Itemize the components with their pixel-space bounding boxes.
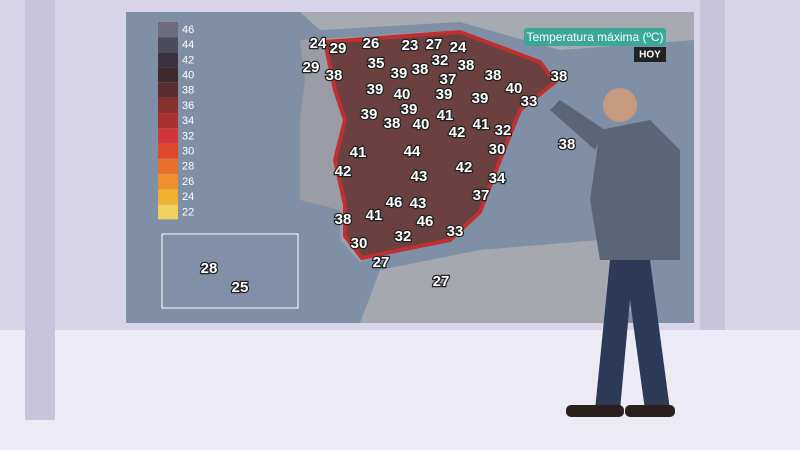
legend-swatch: [158, 189, 178, 205]
temperature-label: 46: [386, 194, 403, 211]
temperature-label: 43: [410, 195, 427, 212]
temperature-label: 24: [310, 35, 327, 52]
temperature-label: 46: [417, 213, 434, 230]
legend-swatch: [158, 37, 178, 53]
legend-swatch: [158, 158, 178, 174]
temperature-label: 38: [335, 211, 352, 228]
spain-map: [322, 29, 558, 261]
temperature-label: 38: [384, 115, 401, 132]
legend-swatch: [158, 174, 178, 189]
temperature-label: 41: [473, 116, 490, 133]
temperature-label: 38: [458, 57, 475, 74]
legend-label: 24: [182, 191, 194, 203]
temperature-label: 42: [449, 124, 466, 141]
legend-label: 38: [182, 85, 194, 97]
temperature-label: 29: [330, 40, 347, 57]
legend-label: 36: [182, 100, 194, 112]
temperature-label: 38: [326, 67, 343, 84]
legend-label: 32: [182, 130, 194, 142]
legend-swatch: [158, 113, 178, 129]
temperature-label: 29: [303, 59, 320, 76]
legend-label: 40: [182, 70, 194, 82]
temperature-label: 27: [373, 254, 390, 271]
title-box: [524, 28, 666, 46]
temperature-label: 35: [368, 55, 385, 72]
legend-label: 26: [182, 176, 194, 188]
temperature-label: 41: [366, 207, 383, 224]
temperature-label: 34: [489, 170, 506, 187]
legend-label: 22: [182, 206, 194, 218]
temperature-label: 42: [335, 163, 352, 180]
temperature-label: 28: [201, 260, 218, 277]
temperature-label: 37: [473, 187, 490, 204]
temperature-label: 40: [394, 86, 411, 103]
temperature-label: 38: [551, 68, 568, 85]
legend-label: 34: [182, 115, 194, 127]
temperature-label: 27: [433, 273, 450, 290]
legend-swatch: [158, 204, 178, 220]
legend-label: 42: [182, 54, 194, 66]
temperature-label: 39: [367, 81, 384, 98]
legend-swatch: [158, 22, 178, 37]
day-box: [634, 47, 666, 62]
legend-swatch: [158, 98, 178, 113]
temperature-label: 40: [413, 116, 430, 133]
pillar: [700, 0, 725, 330]
temperature-label: 23: [402, 37, 419, 54]
temperature-label: 39: [436, 86, 453, 103]
legend-swatch: [158, 67, 178, 83]
temperature-label: 41: [437, 107, 454, 124]
temperature-label: 38: [412, 61, 429, 78]
temperature-label: 32: [495, 122, 512, 139]
temperature-label: 33: [447, 223, 464, 240]
africa-land: [360, 240, 640, 323]
temperature-label: 41: [350, 144, 367, 161]
temperature-label: 43: [411, 168, 428, 185]
pillar: [25, 0, 55, 420]
temperature-label: 27: [426, 36, 443, 53]
floor: [0, 330, 800, 450]
temperature-label: 30: [489, 141, 506, 158]
canarias-inset: [161, 233, 299, 309]
temperature-label: 42: [456, 159, 473, 176]
temperature-label: 39: [401, 101, 418, 118]
legend-swatch: [158, 143, 178, 159]
temperature-label: 30: [351, 235, 368, 252]
temperature-label: 40: [506, 80, 523, 97]
legend-swatch: [158, 128, 178, 144]
presenter: [550, 88, 680, 417]
temperature-label: 39: [472, 90, 489, 107]
temperature-label: 44: [404, 143, 421, 160]
temperature-label: 26: [363, 35, 380, 52]
legend-swatch: [158, 52, 178, 68]
legend-label: 28: [182, 161, 194, 173]
legend-swatch: [158, 82, 178, 98]
temperature-label: 39: [391, 65, 408, 82]
legend-label: 46: [182, 24, 194, 36]
legend-label: 30: [182, 146, 194, 158]
temperature-label: 39: [361, 106, 378, 123]
temperature-label: 25: [232, 279, 249, 296]
day-label: HOY: [639, 50, 661, 61]
temperature-label: 32: [432, 52, 449, 69]
temperature-label: 38: [559, 136, 576, 153]
temperature-label: 33: [521, 93, 538, 110]
temperature-label: 38: [485, 67, 502, 84]
temperature-label: 37: [440, 71, 457, 88]
map-title: Temperatura máxima (ºC): [526, 30, 663, 44]
legend-label: 44: [182, 39, 194, 51]
temperature-label: 24: [450, 39, 467, 56]
temperature-label: 32: [395, 228, 412, 245]
